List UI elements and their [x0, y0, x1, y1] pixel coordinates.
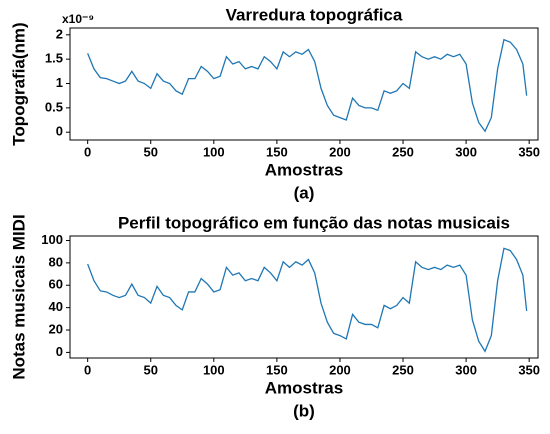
- x-tick-label: 0: [84, 362, 91, 377]
- x-tick-label: 200: [329, 144, 351, 159]
- y-tick-label: 60: [49, 277, 63, 292]
- data-line: [87, 38, 528, 133]
- y-tick-label: 20: [49, 321, 63, 336]
- x-tick-label: 250: [392, 144, 414, 159]
- x-tick-label: 100: [203, 144, 225, 159]
- x-tick-label: 250: [392, 362, 414, 377]
- y-tick-label: 80: [49, 254, 63, 269]
- x-tick-label: 300: [455, 144, 477, 159]
- caption: (a): [294, 183, 315, 202]
- chart-title: Varredura topográfica: [226, 5, 403, 24]
- y-tick-label: 2: [56, 26, 63, 41]
- axes-frame: [69, 27, 539, 141]
- y-tick-label: 1: [56, 75, 63, 90]
- x-axis-label: Amostras: [265, 378, 343, 397]
- y-tick-label: 1.5: [45, 51, 63, 66]
- y-tick-label: 0: [56, 344, 63, 359]
- y-tick-label: 0: [56, 124, 63, 139]
- y-axis-label: Topografia(nm): [9, 22, 28, 145]
- x-tick-label: 300: [455, 362, 477, 377]
- data-line: [87, 247, 528, 353]
- x-tick-label: 350: [518, 144, 540, 159]
- y-axis-label: Notas musicais MIDI: [9, 214, 28, 379]
- x-axis-label: Amostras: [265, 160, 343, 179]
- x-tick-label: 150: [266, 144, 288, 159]
- x-tick-label: 50: [143, 144, 157, 159]
- chart-title: Perfil topográfico em função das notas m…: [118, 213, 510, 232]
- x-tick-label: 200: [329, 362, 351, 377]
- x-tick-label: 0: [84, 144, 91, 159]
- x-tick-label: 150: [266, 362, 288, 377]
- offset-label: x10⁻⁹: [62, 12, 94, 26]
- x-tick-label: 50: [143, 362, 157, 377]
- axes-frame: [69, 235, 539, 359]
- x-tick-label: 350: [518, 362, 540, 377]
- y-tick-label: 0.5: [45, 99, 63, 114]
- y-tick-label: 40: [49, 299, 63, 314]
- y-tick-label: 100: [41, 232, 63, 247]
- x-tick-label: 100: [203, 362, 225, 377]
- caption: (b): [293, 401, 315, 420]
